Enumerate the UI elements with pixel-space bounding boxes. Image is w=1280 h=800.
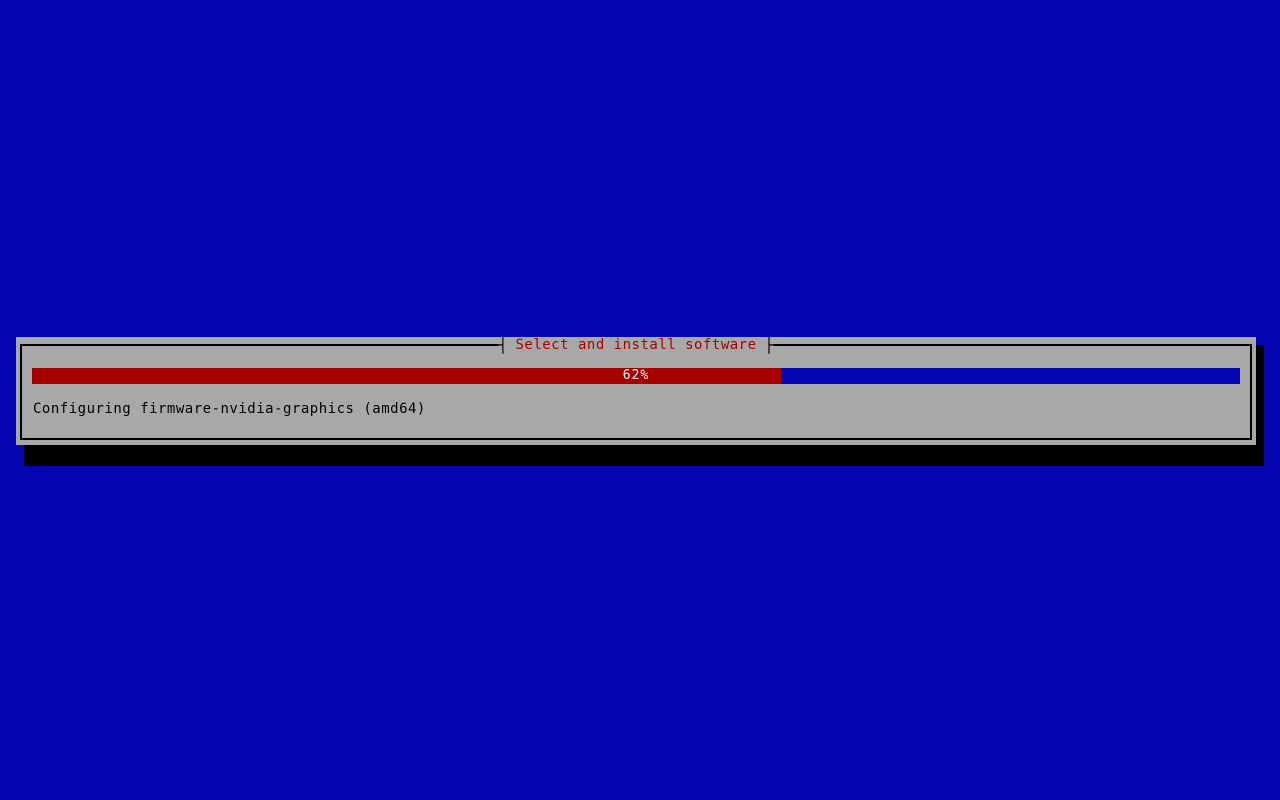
title-right-tick-icon: ├ [764,336,774,354]
install-progress-dialog: ┤ Select and install software ├ 62% Conf… [16,337,1256,445]
progress-percent-label: 62% [622,368,650,383]
dialog-title-text: Select and install software [515,337,757,353]
progress-fill [32,368,781,384]
dialog-title: ┤ Select and install software ├ [498,336,774,354]
dialog-border [20,344,1252,440]
title-left-tick-icon: ┤ [498,336,508,354]
progress-bar: 62% [32,368,1240,384]
status-text: Configuring firmware-nvidia-graphics (am… [33,401,426,417]
